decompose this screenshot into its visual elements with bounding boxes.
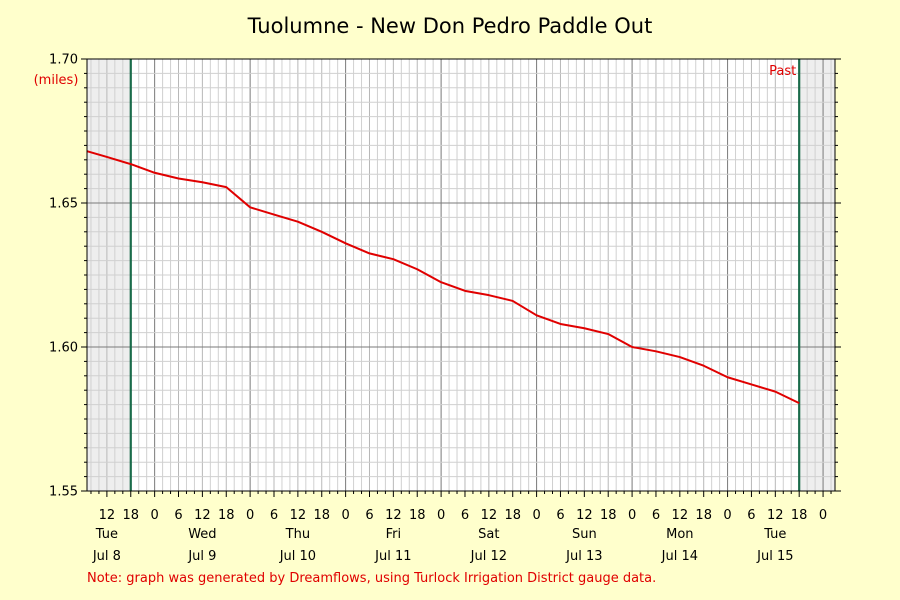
x-date-label: Jul 10 [279,549,316,564]
x-tick-label: 18 [504,508,521,523]
x-tick-label: 18 [218,508,235,523]
x-weekday-label: Tue [763,527,786,542]
series-line-0 [86,150,800,405]
y-tick-label: 1.55 [49,485,78,500]
x-weekday-label: Mon [666,527,693,542]
y-tick-label: 1.60 [49,341,78,356]
x-tick-label: 12 [290,508,307,523]
source-note: Note: graph was generated by Dreamflows,… [87,571,656,586]
x-tick-label: 0 [532,508,540,523]
x-tick-label: 18 [791,508,808,523]
x-date-label: Jul 11 [374,549,411,564]
x-tick-label: 18 [600,508,617,523]
x-tick-label: 12 [194,508,211,523]
marker-label-past: Past [769,64,796,79]
chart-title: Tuolumne - New Don Pedro Paddle Out [247,14,653,38]
x-tick-label: 12 [99,508,116,523]
x-tick-label: 12 [481,508,498,523]
x-tick-label: 0 [341,508,349,523]
x-tick-label: 6 [747,508,755,523]
x-tick-label: 0 [723,508,731,523]
x-tick-label: 0 [819,508,827,523]
x-date-label: Jul 14 [661,549,698,564]
x-weekday-label: Wed [188,527,216,542]
y-tick-label: 1.70 [49,53,78,68]
x-date-label: Jul 8 [92,549,121,564]
x-date-label: Jul 12 [470,549,507,564]
x-weekday-label: Thu [285,527,310,542]
y-tick-label: 1.65 [49,197,78,212]
x-tick-label: 0 [246,508,254,523]
x-tick-label: 18 [122,508,139,523]
x-date-label: Jul 15 [756,549,793,564]
series-layer [86,150,800,405]
x-tick-label: 12 [672,508,689,523]
x-tick-label: 12 [385,508,402,523]
x-weekday-label: Tue [95,527,118,542]
x-tick-label: 0 [628,508,636,523]
x-tick-label: 18 [409,508,426,523]
x-tick-label: 0 [437,508,445,523]
x-tick-labels: 12 18 0 6 12 18 0 6 12 18 0 6 12 18 0 6 12 18 0 6 12 18 0 6 12 18… [99,508,828,523]
y-axis-unit-label: (miles) [34,73,79,88]
x-tick-label: 6 [652,508,660,523]
x-weekday-label: Sat [478,527,499,542]
x-weekday-label: Sun [572,527,597,542]
x-tick-label: 12 [767,508,784,523]
plot-border [86,58,836,492]
x-day-labels: Tue Jul 8 Wed Jul 9 Thu Jul 10 Fri Jul 11 Sat Jul… [92,527,794,564]
x-tick-label: 6 [174,508,182,523]
x-tick-label: 18 [695,508,712,523]
x-date-label: Jul 13 [565,549,602,564]
x-tick-label: 6 [556,508,564,523]
x-tick-label: 6 [365,508,373,523]
x-date-label: Jul 9 [187,549,216,564]
x-tick-label: 12 [576,508,593,523]
x-weekday-label: Fri [386,527,402,542]
time-markers: Past [129,59,801,491]
x-tick-label: 0 [150,508,158,523]
x-tick-label: 6 [461,508,469,523]
x-tick-label: 18 [313,508,330,523]
x-tick-label: 6 [270,508,278,523]
y-tick-labels: 1.55 1.60 1.65 1.70 [49,53,78,500]
plot-frame [86,58,836,492]
